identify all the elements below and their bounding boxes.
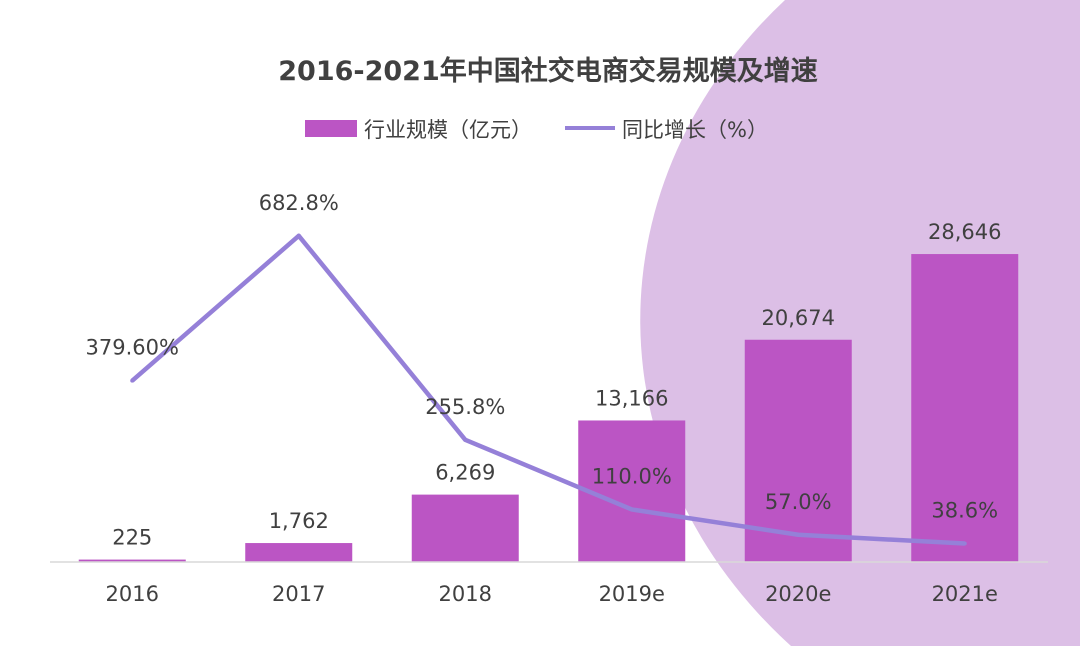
x-tick-label: 2019e <box>599 582 665 606</box>
bar-2018 <box>411 494 519 562</box>
bar-data-label: 20,674 <box>762 306 835 330</box>
line-data-label: 255.8% <box>425 395 505 419</box>
chart-title: 2016-2021年中国社交电商交易规模及增速 <box>278 55 818 87</box>
x-tick-label: 2018 <box>439 582 492 606</box>
line-data-label: 57.0% <box>765 490 832 514</box>
line-data-label: 38.6% <box>931 499 998 523</box>
legend-line-label: 同比增长（%） <box>622 118 768 142</box>
bar-data-label: 28,646 <box>928 220 1001 244</box>
line-point-2018 <box>463 437 468 442</box>
legend-bar-label: 行业规模（亿元） <box>364 118 532 142</box>
line-point-2016 <box>130 378 135 383</box>
line-point-2017 <box>296 233 301 238</box>
growth-line <box>130 233 965 546</box>
x-tick-label: 2020e <box>765 582 831 606</box>
bar-data-label: 6,269 <box>435 461 495 485</box>
bar-2019e <box>578 420 686 562</box>
line-data-label: 682.8% <box>259 191 339 215</box>
legend-bar-swatch <box>305 120 357 137</box>
bar-2020e <box>744 339 852 562</box>
line-data-label: 379.60% <box>86 336 179 360</box>
bar-2021e <box>911 254 1019 563</box>
x-tick-label: 2017 <box>272 582 325 606</box>
bar-data-label: 13,166 <box>595 386 668 410</box>
line-data-label: 110.0% <box>592 464 672 488</box>
bar-2017 <box>245 543 353 562</box>
bar-2016 <box>78 559 186 562</box>
line-point-2020e <box>796 532 801 537</box>
bar-data-label: 1,762 <box>269 509 329 533</box>
line-point-2019e <box>629 507 634 512</box>
bar-data-label: 225 <box>112 526 152 550</box>
x-tick-label: 2016 <box>106 582 159 606</box>
line-point-2021e <box>962 541 967 546</box>
x-tick-label: 2021e <box>932 582 998 606</box>
